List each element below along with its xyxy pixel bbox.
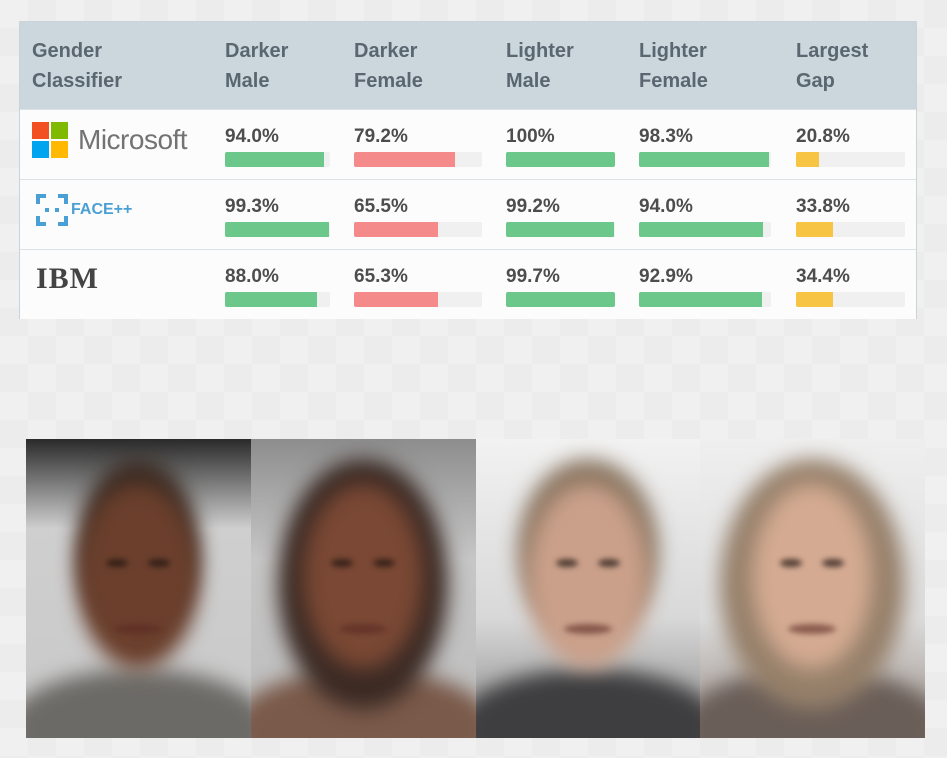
accuracy-value: 99.2%	[506, 196, 560, 217]
header-line: Female	[354, 70, 423, 92]
accuracy-bar-track	[354, 222, 482, 237]
classifier-name: Microsoft	[78, 124, 188, 155]
accuracy-value: 79.2%	[354, 126, 408, 147]
microsoft-logo: Microsoft	[32, 122, 188, 158]
darker-male-average-image	[26, 439, 251, 738]
accuracy-value: 94.0%	[639, 196, 693, 217]
accuracy-bar-fill	[354, 152, 456, 167]
accuracy-bar-track	[639, 222, 771, 237]
accuracy-bar-fill	[796, 152, 819, 167]
microsoft-windows-icon	[32, 122, 68, 158]
lighter-female-average-image	[700, 439, 925, 738]
accuracy-bar-track	[506, 292, 615, 307]
face-frame-icon	[36, 194, 68, 226]
accuracy-bar-track	[506, 152, 615, 167]
accuracy-bar-fill	[506, 292, 615, 307]
header-lighter-female: Lighter Female	[639, 36, 779, 96]
header-darker-female: Darker Female	[354, 36, 494, 96]
classifier-name: FACE++	[71, 201, 133, 218]
table-header: Gender Classifier Darker Male Darker Female…	[20, 22, 916, 109]
table-row: FACE++ 99.3% 65.5% 99.2% 94.0% 33.8%	[20, 179, 916, 249]
header-line: Classifier	[32, 70, 123, 92]
accuracy-value: 34.4%	[796, 266, 850, 287]
header-line: Gender	[32, 40, 103, 62]
classifier-name: IBM	[36, 262, 99, 295]
header-line: Darker	[354, 40, 418, 62]
darker-female-average-image	[250, 439, 476, 738]
accuracy-value: 98.3%	[639, 126, 693, 147]
accuracy-bar-fill	[639, 292, 762, 307]
accuracy-bar-track	[796, 152, 905, 167]
header-darker-male: Darker Male	[225, 36, 365, 96]
header-line: Largest	[796, 40, 869, 62]
accuracy-bar-fill	[796, 222, 833, 237]
accuracy-bar-track	[796, 222, 905, 237]
accuracy-bar-fill	[639, 152, 769, 167]
header-line: Gap	[796, 70, 835, 92]
accuracy-value: 99.3%	[225, 196, 279, 217]
header-line: Male	[225, 70, 270, 92]
accuracy-bar-track	[354, 152, 482, 167]
header-line: Lighter	[639, 40, 707, 62]
header-line: Female	[639, 70, 708, 92]
header-line: Male	[506, 70, 551, 92]
table-row: IBM 88.0% 65.3% 99.7% 92.9% 34.4%	[20, 249, 916, 319]
table-row: Microsoft 94.0% 79.2% 100% 98.3% 20.8%	[20, 109, 916, 179]
accuracy-bar-fill	[506, 152, 615, 167]
header-line: Lighter	[506, 40, 574, 62]
accuracy-value: 33.8%	[796, 196, 850, 217]
accuracy-bar-track	[506, 222, 615, 237]
header-line: Darker	[225, 40, 289, 62]
accuracy-bar-fill	[225, 222, 330, 237]
accuracy-bar-track	[796, 292, 905, 307]
faceplusplus-logo: FACE++	[36, 194, 132, 226]
accuracy-bar-track	[639, 292, 771, 307]
accuracy-value: 100%	[506, 126, 555, 147]
accuracy-bar-fill	[796, 292, 834, 307]
accuracy-bar-track	[225, 292, 330, 307]
accuracy-value: 99.7%	[506, 266, 560, 287]
average-faces-strip	[26, 439, 925, 738]
accuracy-value: 94.0%	[225, 126, 279, 147]
accuracy-bar-track	[225, 152, 330, 167]
accuracy-bar-track	[639, 152, 771, 167]
accuracy-bar-fill	[506, 222, 615, 237]
header-lighter-male: Lighter Male	[506, 36, 646, 96]
accuracy-bar-fill	[354, 292, 438, 307]
header-largest-gap: Largest Gap	[796, 36, 936, 96]
accuracy-value: 88.0%	[225, 266, 279, 287]
header-gender-classifier: Gender Classifier	[32, 36, 172, 96]
accuracy-value: 65.3%	[354, 266, 408, 287]
accuracy-bar-track	[354, 292, 482, 307]
accuracy-bar-fill	[225, 292, 318, 307]
accuracy-value: 20.8%	[796, 126, 850, 147]
accuracy-table: Gender Classifier Darker Male Darker Female…	[19, 21, 917, 319]
accuracy-bar-fill	[354, 222, 438, 237]
ibm-logo: IBM	[36, 262, 99, 295]
accuracy-bar-track	[225, 222, 330, 237]
accuracy-bar-fill	[639, 222, 764, 237]
accuracy-value: 65.5%	[354, 196, 408, 217]
accuracy-value: 92.9%	[639, 266, 693, 287]
accuracy-bar-fill	[225, 152, 324, 167]
lighter-male-average-image	[475, 439, 701, 738]
